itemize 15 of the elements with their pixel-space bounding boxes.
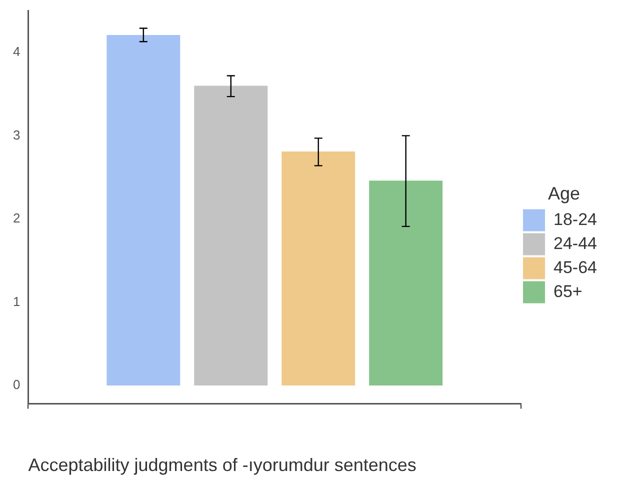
legend-title: Age xyxy=(548,184,580,204)
legend-label: 24-44 xyxy=(554,234,598,253)
y-tick-label: 4 xyxy=(12,44,20,60)
y-tick-label: 1 xyxy=(12,294,20,309)
bar xyxy=(194,86,268,386)
y-tick-label: 3 xyxy=(12,127,20,142)
bar xyxy=(106,34,180,386)
bar xyxy=(282,152,356,386)
legend-label: 65+ xyxy=(554,282,582,301)
y-tick-label: 0 xyxy=(12,377,20,392)
x-axis-title: Acceptability judgments of -ıyorumdur sentences xyxy=(28,455,416,476)
legend-label: 45-64 xyxy=(554,258,598,277)
y-tick-label: 2 xyxy=(12,210,20,226)
bar xyxy=(369,180,443,386)
legend-label: 18-24 xyxy=(554,210,598,229)
